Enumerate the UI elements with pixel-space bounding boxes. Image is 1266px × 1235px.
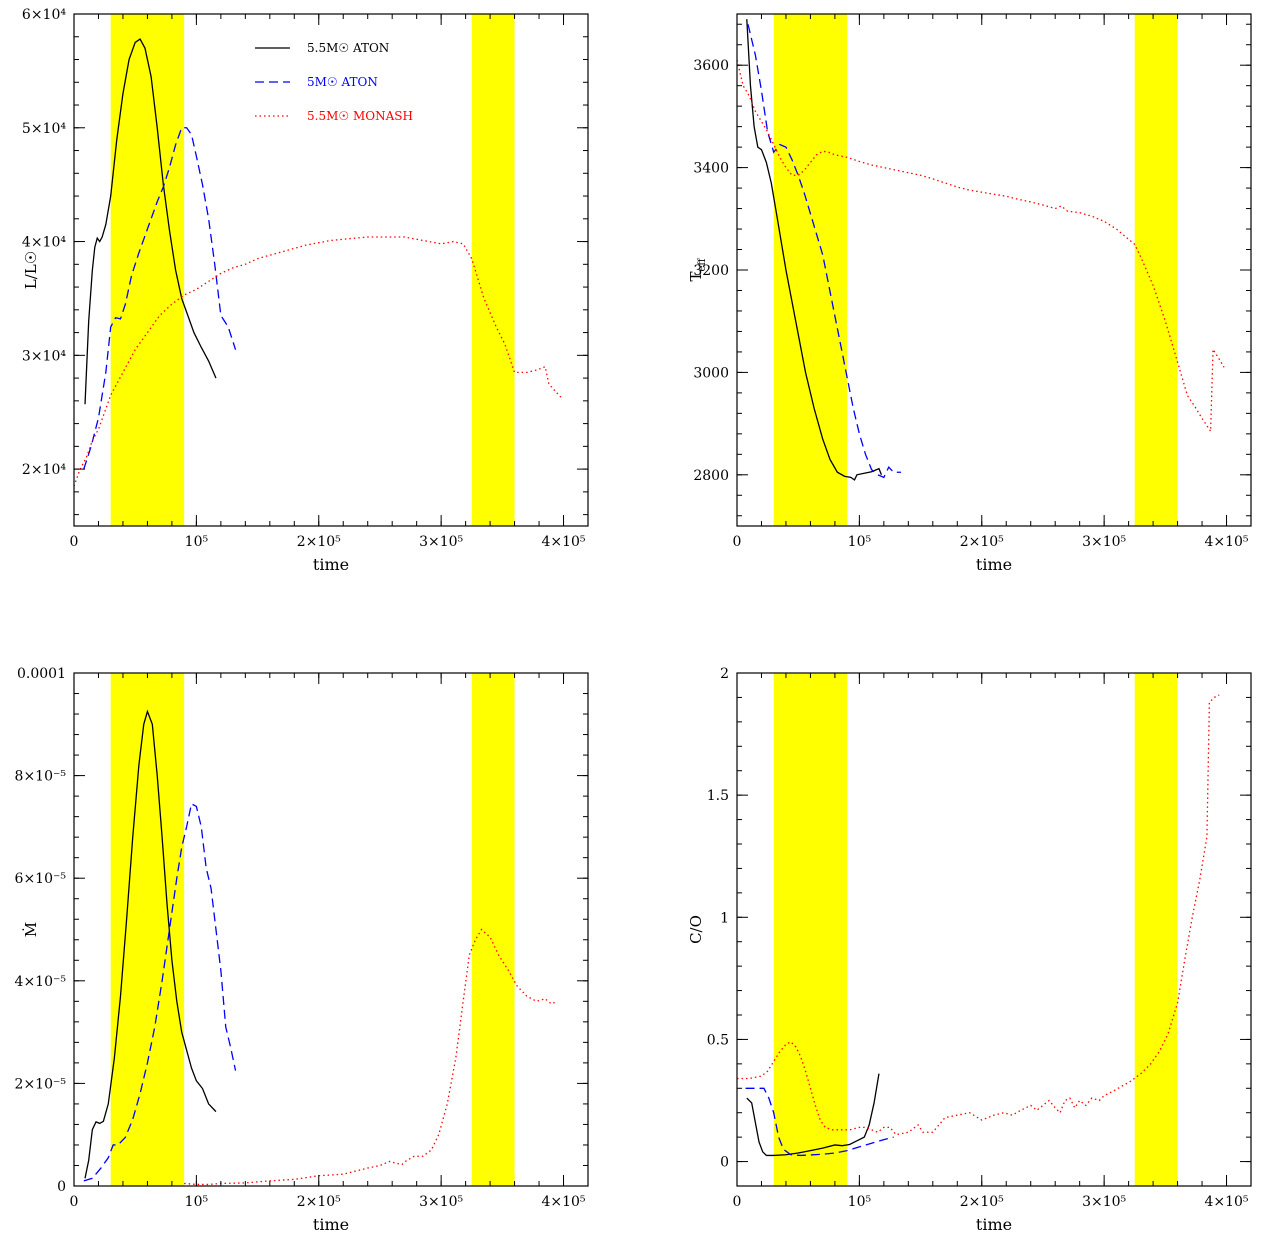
y-tick-label: 6×10⁴ <box>22 7 66 23</box>
y-axis-label: Teff <box>687 258 708 282</box>
y-tick-label: 3000 <box>693 365 729 381</box>
x-tick-label: 3×10⁵ <box>1082 534 1126 550</box>
y-tick-label: 2 <box>720 666 729 682</box>
x-tick-label: 3×10⁵ <box>1082 1194 1126 1210</box>
x-tick-label: 0 <box>70 1194 79 1210</box>
x-tick-label: 10⁵ <box>185 534 209 550</box>
y-tick-label: 4×10⁴ <box>22 235 66 251</box>
y-tick-label: 3200 <box>693 263 729 279</box>
x-tick-label: 10⁵ <box>848 534 872 550</box>
y-tick-label: 3×10⁴ <box>22 348 66 364</box>
x-tick-label: 0 <box>70 534 79 550</box>
y-tick-label: 0 <box>57 1179 66 1195</box>
legend-label-5mmsun-aton: 5M☉ ATON <box>307 75 378 89</box>
panel-top-left: 0 10⁵ 2×10⁵ 3×10⁵ 4×10⁵ 2×10⁴ 3×10⁴ 4×10⁴ 5×10⁴ 6… <box>22 7 589 574</box>
series-line-5-5mmsun-aton <box>746 1073 880 1157</box>
panel-top-right: 0 10⁵ 2×10⁵ 3×10⁵ 4×10⁵ 2800 3000 3200 3400 3600 t… <box>687 13 1252 574</box>
series-line-5mmsun-aton <box>745 1087 894 1157</box>
x-tick-label: 3×10⁵ <box>419 1194 463 1210</box>
panel-bottom-left: 0 10⁵ 2×10⁵ 3×10⁵ 4×10⁵ 0 2×10⁻⁵ 4×10⁻⁵ 6×10⁻⁵ 8×… <box>15 666 589 1234</box>
y-tick-label: 3600 <box>693 58 729 74</box>
x-tick-label: 3×10⁵ <box>419 534 463 550</box>
y-tick-label: 6×10⁻⁵ <box>15 871 67 887</box>
highlight-band-2 <box>471 673 515 1186</box>
plot-frame <box>736 672 1252 1187</box>
highlight-band-2 <box>1134 14 1178 526</box>
y-tick-label: 0 <box>720 1155 729 1171</box>
series-line-5-5mmsun-monash <box>184 928 558 1186</box>
legend-label-5-5mmsun-monash: 5.5M☉ MONASH <box>307 109 413 123</box>
x-axis-label: time <box>976 1215 1012 1234</box>
x-tick-label: 10⁵ <box>848 1194 872 1210</box>
x-tick-label: 4×10⁵ <box>541 534 585 550</box>
x-tick-label: 2×10⁵ <box>960 1194 1004 1210</box>
x-tick-label: 10⁵ <box>185 1194 209 1210</box>
y-tick-label: 1 <box>720 910 729 926</box>
series-line-5mmsun-aton <box>83 802 237 1182</box>
x-tick-label: 0 <box>733 534 742 550</box>
plot-frame <box>73 672 589 1187</box>
x-tick-label: 2×10⁵ <box>297 1194 341 1210</box>
x-tick-label: 0 <box>733 1194 742 1210</box>
highlight-band-1 <box>773 14 848 526</box>
legend-label-5-5mmsun-aton: 5.5M☉ ATON <box>307 41 389 55</box>
series-line-5-5mmsun-monash <box>737 59 1225 434</box>
y-tick-label: 0.5 <box>707 1032 729 1048</box>
highlight-band-2 <box>471 14 515 526</box>
y-axis-label: L/L☉ <box>22 251 40 289</box>
x-tick-label: 4×10⁵ <box>1204 534 1248 550</box>
y-tick-label: 1.5 <box>707 788 729 804</box>
x-axis-label: time <box>313 1215 349 1234</box>
x-tick-label: 4×10⁵ <box>541 1194 585 1210</box>
x-axis-label: time <box>976 555 1012 574</box>
highlight-band-1 <box>773 673 848 1186</box>
highlight-band-1 <box>110 673 185 1186</box>
legend: 5.5M☉ ATON 5M☉ ATON 5.5M☉ MONASH <box>255 41 413 123</box>
y-axis-label: Ṁ <box>22 922 40 937</box>
series-line-5mmsun-aton <box>83 127 237 470</box>
y-tick-label: 2800 <box>693 468 729 484</box>
y-tick-label: 4×10⁻⁵ <box>15 974 67 990</box>
y-tick-label: 2×10⁻⁵ <box>15 1076 67 1092</box>
highlight-band-2 <box>1134 673 1178 1186</box>
series-line-5-5mmsun-aton <box>746 19 883 481</box>
y-axis-label: C/O <box>687 915 705 944</box>
x-axis-label: time <box>313 555 349 574</box>
panel-bottom-right: 0 10⁵ 2×10⁵ 3×10⁵ 4×10⁵ 0 0.5 1 1.5 2 time C/O <box>687 666 1252 1234</box>
x-tick-label: 2×10⁵ <box>960 534 1004 550</box>
y-tick-label: 5×10⁴ <box>22 121 66 137</box>
y-tick-label: 8×10⁻⁵ <box>15 769 67 785</box>
y-tick-label: 3400 <box>693 161 729 177</box>
series-line-5-5mmsun-aton <box>84 38 217 405</box>
series-line-5mmsun-aton <box>747 24 901 479</box>
y-tick-label: 2×10⁴ <box>22 462 66 478</box>
y-tick-label: 0.0001 <box>17 666 66 682</box>
series-line-5-5mmsun-aton <box>84 709 217 1179</box>
highlight-band-1 <box>110 14 185 526</box>
x-tick-label: 4×10⁵ <box>1204 1194 1248 1210</box>
series-line-5-5mmsun-monash <box>74 236 562 487</box>
plot-frame <box>73 13 589 527</box>
x-tick-label: 2×10⁵ <box>297 534 341 550</box>
